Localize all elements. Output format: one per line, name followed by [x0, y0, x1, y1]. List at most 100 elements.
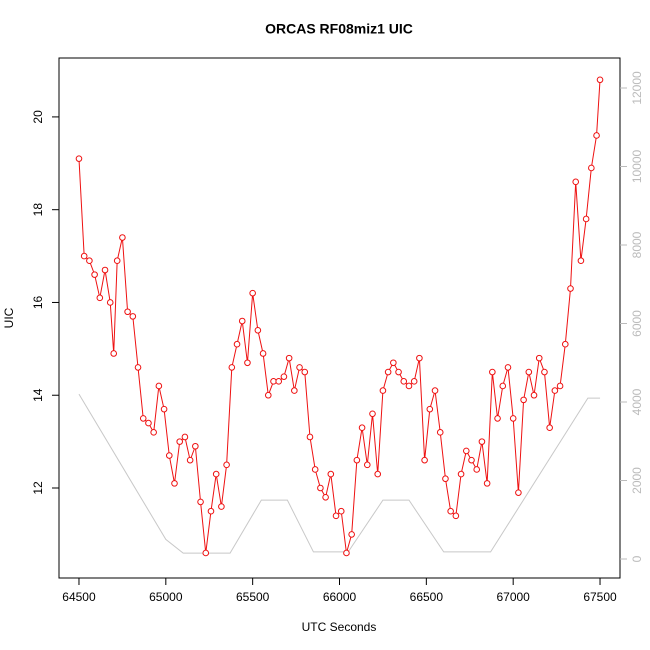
point — [134, 364, 142, 371]
point — [327, 470, 335, 478]
point — [452, 512, 460, 520]
point — [317, 484, 324, 492]
point — [129, 313, 137, 320]
point — [139, 415, 147, 422]
point — [379, 387, 387, 394]
point — [155, 382, 163, 390]
point — [572, 178, 580, 186]
point — [238, 317, 246, 325]
point — [421, 456, 428, 464]
point — [410, 378, 418, 385]
point — [478, 438, 486, 445]
point — [218, 503, 225, 510]
point — [596, 76, 604, 84]
y-tick-label: 14 — [31, 388, 45, 402]
y2-tick-label: 12000 — [630, 71, 644, 105]
point — [468, 456, 475, 464]
point — [280, 373, 288, 380]
point — [80, 252, 88, 260]
point — [582, 215, 590, 223]
point — [400, 378, 408, 385]
point — [431, 387, 439, 394]
point — [494, 415, 501, 422]
point — [561, 340, 569, 348]
point — [181, 433, 189, 441]
point — [176, 438, 184, 445]
point — [530, 391, 538, 399]
point — [150, 429, 157, 436]
y2-tick-label: 4000 — [630, 388, 644, 415]
point — [106, 299, 114, 306]
point — [551, 387, 559, 394]
point — [509, 415, 517, 422]
point — [546, 424, 553, 432]
point — [113, 257, 121, 265]
point — [390, 359, 397, 367]
point — [145, 419, 152, 427]
x-axis-label: UTC Seconds — [302, 620, 377, 634]
y2-tick-label: 6000 — [630, 310, 644, 337]
y-tick-label: 16 — [31, 295, 45, 309]
point — [75, 155, 83, 162]
point — [395, 368, 402, 376]
point — [249, 289, 256, 297]
point — [426, 405, 434, 413]
series-line — [78, 393, 601, 554]
x-tick-label: 65000 — [149, 590, 183, 604]
x-tick-label: 64500 — [62, 590, 96, 604]
point — [86, 257, 93, 265]
x-tick-label: 67000 — [496, 590, 530, 604]
point — [499, 382, 507, 390]
point — [405, 382, 413, 390]
point — [165, 452, 173, 459]
y2-tick-label: 2000 — [630, 467, 644, 494]
point — [556, 382, 564, 390]
point — [228, 364, 236, 371]
point — [358, 424, 366, 432]
point — [119, 234, 126, 241]
point — [535, 354, 543, 362]
point — [233, 340, 241, 348]
point — [348, 531, 355, 538]
y-tick-label: 18 — [31, 203, 45, 217]
y-tick-label: 12 — [31, 481, 45, 495]
point — [436, 429, 444, 436]
x-tick-label: 65500 — [236, 590, 270, 604]
y2-tick-label: 8000 — [630, 231, 644, 258]
point — [541, 368, 548, 376]
y-tick-label: 20 — [31, 110, 45, 124]
point — [489, 368, 496, 376]
point — [197, 498, 204, 506]
point — [124, 308, 131, 316]
x-tick-label: 66500 — [410, 590, 444, 604]
point — [374, 470, 382, 478]
point — [416, 354, 423, 362]
point — [91, 271, 98, 278]
point — [353, 456, 361, 464]
point — [442, 475, 449, 483]
x-tick-label: 66000 — [323, 590, 357, 604]
chart-title: ORCAS RF08miz1 UIC — [265, 21, 413, 37]
point — [520, 396, 527, 404]
point — [525, 368, 533, 376]
point — [483, 480, 491, 487]
x-tick-label: 67500 — [583, 590, 617, 604]
point — [264, 391, 272, 399]
point — [296, 364, 303, 371]
point — [384, 368, 392, 376]
point — [259, 350, 267, 357]
point — [337, 507, 345, 515]
series-line — [78, 79, 601, 554]
point — [343, 549, 350, 557]
point — [306, 433, 314, 441]
point — [101, 266, 109, 274]
point — [275, 378, 283, 385]
point — [96, 294, 104, 302]
point — [473, 466, 481, 473]
point — [515, 489, 522, 496]
point — [212, 470, 220, 478]
point — [291, 387, 298, 394]
point — [577, 257, 585, 265]
point — [223, 461, 230, 469]
y2-tick-label: 10000 — [630, 149, 644, 183]
